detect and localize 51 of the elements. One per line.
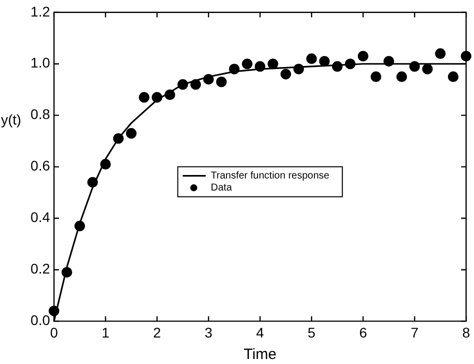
point bbox=[216, 76, 227, 88]
y-tick-label: 1.0 bbox=[30, 54, 50, 71]
point bbox=[74, 220, 86, 232]
point bbox=[396, 71, 408, 82]
x-tick-label: 3 bbox=[204, 324, 213, 340]
point bbox=[62, 267, 72, 278]
point bbox=[177, 79, 188, 90]
legend-label: Data bbox=[210, 182, 232, 194]
point bbox=[100, 158, 111, 170]
point bbox=[409, 61, 420, 72]
point bbox=[242, 58, 252, 70]
point bbox=[448, 71, 459, 82]
point bbox=[344, 58, 356, 70]
point bbox=[435, 48, 446, 59]
point bbox=[138, 92, 150, 103]
point bbox=[164, 89, 176, 100]
point bbox=[358, 50, 368, 62]
y-tick-label: 0.0 bbox=[30, 312, 50, 328]
x-tick-label: 8 bbox=[462, 324, 470, 340]
x-tick-label: 6 bbox=[359, 324, 368, 340]
point bbox=[293, 64, 304, 74]
y-tick-label: 1.2 bbox=[30, 3, 50, 20]
point bbox=[306, 53, 317, 64]
point bbox=[190, 79, 201, 90]
point bbox=[422, 64, 433, 74]
y-tick-label: 0.4 bbox=[30, 209, 50, 226]
point bbox=[254, 61, 266, 72]
point bbox=[268, 58, 278, 70]
point bbox=[319, 56, 330, 67]
x-tick-label: 5 bbox=[308, 324, 316, 340]
point bbox=[332, 61, 343, 72]
y-tick-label: 0.2 bbox=[30, 260, 50, 277]
point bbox=[113, 133, 124, 144]
legend-label: Transfer function response bbox=[210, 170, 330, 182]
point bbox=[228, 64, 240, 74]
point bbox=[126, 128, 137, 139]
point bbox=[152, 92, 162, 103]
x-tick-label: 0 bbox=[50, 324, 58, 340]
x-axis-title: Time bbox=[244, 346, 276, 364]
y-axis-title: y(t) bbox=[1, 112, 22, 128]
x-tick-label: 1 bbox=[102, 324, 110, 340]
point bbox=[370, 71, 382, 82]
point bbox=[280, 68, 292, 80]
y-tick-label: 0.6 bbox=[30, 158, 50, 174]
point bbox=[203, 74, 214, 85]
y-tick-label: 0.8 bbox=[30, 106, 50, 122]
x-tick-label: 2 bbox=[153, 324, 162, 340]
x-tick-label: 4 bbox=[256, 324, 264, 340]
point bbox=[87, 176, 98, 188]
point bbox=[384, 56, 394, 67]
x-tick-label: 7 bbox=[410, 324, 419, 340]
